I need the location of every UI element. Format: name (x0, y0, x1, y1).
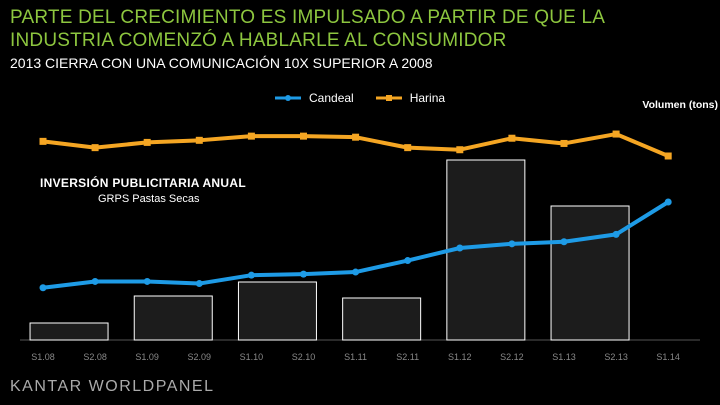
point-candeal-s2.13 (612, 230, 620, 238)
x-tick-label: S2.10 (292, 352, 316, 362)
page-title: PARTE DEL CRECIMIENTO ES IMPULSADO A PAR… (10, 6, 605, 52)
point-harina-s2.09 (195, 136, 203, 144)
point-harina-s2.10 (300, 132, 307, 140)
point-candeal-s1.14 (664, 198, 672, 206)
bar-s1.13 (550, 205, 630, 341)
point-candeal-s1.10 (247, 271, 255, 279)
point-candeal-s2.12 (508, 240, 516, 248)
x-tick-label: S1.12 (448, 352, 472, 362)
legend-label-candeal: Candeal (309, 91, 354, 105)
point-harina-s1.13 (560, 139, 568, 147)
legend-swatch-candeal (275, 95, 301, 101)
x-tick-label: S2.08 (83, 352, 107, 362)
point-harina-s2.08 (91, 144, 99, 152)
bars-title: INVERSIÓN PUBLICITARIA ANUAL (40, 176, 246, 190)
x-tick-label: S1.13 (552, 352, 576, 362)
x-tick-label: S1.10 (240, 352, 264, 362)
title-line-1: PARTE DEL CRECIMIENTO ES IMPULSADO A PAR… (10, 7, 606, 28)
legend-item-harina: Harina (375, 91, 446, 105)
point-candeal-s2.09 (195, 280, 203, 288)
legend-label-harina: Harina (409, 91, 446, 105)
point-harina-s2.13 (612, 130, 620, 138)
point-candeal-s1.12 (456, 244, 464, 252)
page-subtitle: 2013 CIERRA CON UNA COMUNICACIÓN 10X SUP… (10, 55, 433, 71)
point-harina-s2.12 (508, 134, 516, 142)
chart-legend: Candeal Harina (275, 91, 467, 105)
x-tick-label: S2.09 (188, 352, 212, 362)
legend-swatch-harina (375, 95, 402, 101)
bars-subtitle: GRPS Pastas Secas (98, 193, 200, 205)
bar-s1.08 (29, 322, 109, 341)
bar-s1.11 (342, 297, 422, 341)
point-harina-s1.11 (352, 133, 360, 141)
point-candeal-s1.13 (560, 238, 568, 246)
x-tick-label: S1.08 (31, 352, 55, 362)
point-harina-s1.09 (143, 138, 151, 146)
point-harina-s1.10 (247, 132, 255, 140)
point-candeal-s2.10 (300, 270, 307, 278)
kantar-logo: KANTAR WORLDPANEL (10, 378, 215, 395)
x-tick-label: S1.09 (135, 352, 159, 362)
x-tick-label: S2.13 (604, 352, 628, 362)
x-tick-label: S2.12 (500, 352, 524, 362)
point-candeal-s2.11 (404, 257, 412, 265)
bar-s1.09 (133, 295, 213, 341)
title-line-2: INDUSTRIA COMENZÓ A HABLARLE AL CONSUMID… (10, 30, 507, 51)
x-tick-label: S1.14 (656, 352, 680, 362)
point-harina-s1.08 (39, 137, 47, 145)
point-candeal-s1.08 (39, 284, 47, 292)
point-harina-s1.14 (664, 152, 672, 160)
point-candeal-s1.11 (352, 268, 360, 276)
point-candeal-s2.08 (91, 277, 99, 285)
x-tick-label: S1.11 (344, 352, 367, 362)
point-harina-s1.12 (456, 146, 464, 154)
point-harina-s2.11 (404, 144, 412, 152)
right-axis-label: Volumen (tons) (642, 99, 718, 111)
bar-s1.10 (237, 281, 317, 341)
point-candeal-s1.09 (143, 277, 151, 285)
x-tick-label: S2.11 (396, 352, 419, 362)
legend-item-candeal: Candeal (275, 91, 354, 105)
